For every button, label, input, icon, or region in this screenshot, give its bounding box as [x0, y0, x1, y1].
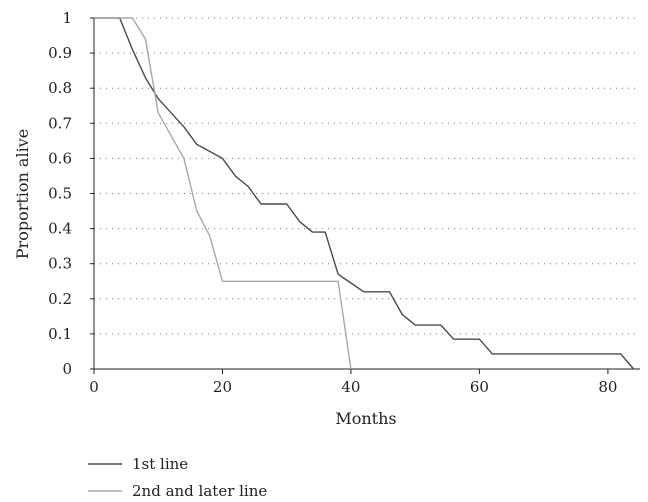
y-axis-title: Proportion alive [13, 129, 32, 259]
y-tick-label-7: 0.7 [48, 114, 72, 132]
y-axis-ticks: 0 0.1 0.2 0.3 0.4 0.5 0.6 0.7 0.8 0.9 1 [48, 9, 94, 378]
axes [93, 18, 640, 370]
grid-lines [94, 17, 640, 335]
series-line-0 [94, 17, 635, 370]
legend: 1st line 2nd and later line [88, 455, 267, 500]
legend-label-1st-line: 1st line [132, 455, 188, 473]
x-tick-label-1: 20 [213, 378, 232, 396]
x-axis-title: Months [335, 409, 396, 428]
x-tick-label-2: 40 [341, 378, 360, 396]
series-line-1 [94, 17, 352, 370]
y-tick-label-8: 0.8 [48, 79, 72, 97]
y-tick-label-10: 1 [62, 9, 72, 27]
x-tick-label-3: 60 [470, 378, 489, 396]
legend-label-2nd-line: 2nd and later line [132, 482, 267, 500]
series-lines [94, 17, 635, 370]
y-tick-label-3: 0.3 [48, 255, 72, 273]
y-tick-label-0: 0 [62, 360, 72, 378]
y-tick-label-4: 0.4 [48, 220, 72, 238]
y-tick-label-2: 0.2 [48, 290, 72, 308]
y-tick-label-9: 0.9 [48, 44, 72, 62]
x-tick-label-4: 80 [598, 378, 617, 396]
y-tick-label-5: 0.5 [48, 185, 72, 203]
y-tick-label-1: 0.1 [48, 325, 72, 343]
x-axis-ticks: 0 20 40 60 80 [89, 369, 617, 396]
y-tick-label-6: 0.6 [48, 149, 72, 167]
x-tick-label-0: 0 [89, 378, 99, 396]
